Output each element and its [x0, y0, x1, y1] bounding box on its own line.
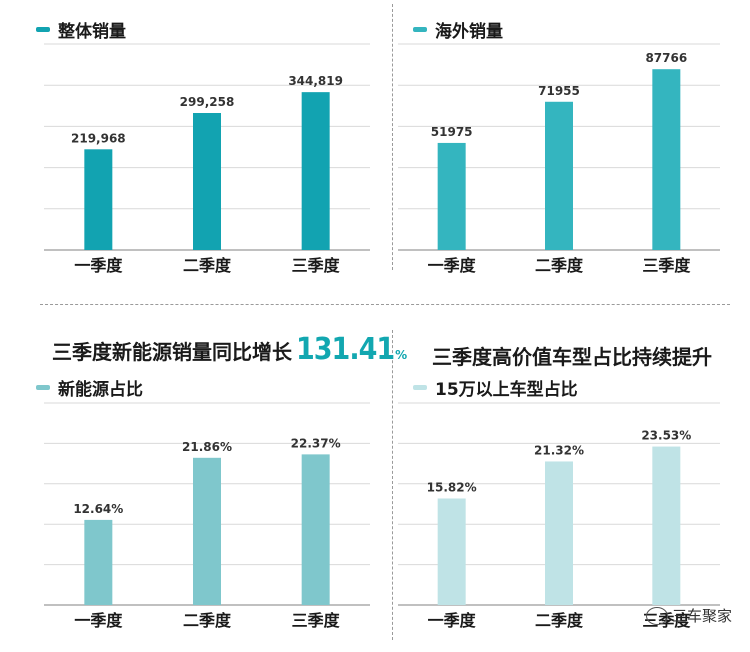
data-label: 22.37%	[291, 436, 341, 450]
bar	[652, 446, 681, 605]
nev-growth-headline-text: 三季度新能源销量同比增长	[52, 340, 292, 364]
bar	[437, 498, 466, 605]
data-label: 219,968	[71, 131, 126, 145]
premium-headline: 三季度高价值车型占比持续提升	[432, 345, 712, 369]
bar	[437, 142, 466, 250]
category-tick-label: 二季度	[183, 256, 232, 275]
bar	[193, 457, 221, 605]
data-label: 299,258	[180, 95, 235, 109]
legend-premium-share: 15万以上车型占比	[413, 375, 578, 400]
vertical-divider-top	[392, 4, 393, 270]
nev-growth-value: 131.41	[296, 332, 395, 367]
data-label: 23.53%	[641, 429, 691, 443]
legend-overseas-sales: 海外销量	[413, 17, 503, 42]
data-label: 12.64%	[73, 502, 123, 516]
data-label: 344,819	[288, 74, 343, 88]
legend-label: 15万以上车型占比	[435, 380, 578, 400]
data-label: 51975	[431, 125, 473, 139]
legend-swatch	[36, 27, 50, 32]
horizontal-divider	[40, 304, 730, 305]
category-tick-label: 一季度	[74, 256, 123, 275]
data-label: 71955	[538, 84, 580, 98]
category-tick-label: 三季度	[292, 256, 341, 275]
legend-label: 新能源占比	[58, 380, 143, 400]
bar	[545, 461, 573, 605]
category-tick-label: 一季度	[74, 611, 123, 630]
category-tick-label: 二季度	[535, 611, 584, 630]
bar	[84, 149, 113, 250]
category-tick-label: 二季度	[183, 611, 232, 630]
bar	[301, 454, 330, 605]
data-label: 87766	[645, 51, 687, 65]
wechat-icon	[645, 606, 668, 625]
data-label: 15.82%	[427, 480, 477, 494]
bar	[301, 92, 330, 250]
legend-swatch	[413, 385, 427, 390]
category-tick-label: 一季度	[428, 256, 477, 275]
nev-growth-unit: %	[395, 348, 408, 362]
legend-swatch	[36, 385, 50, 390]
category-tick-label: 二季度	[535, 256, 584, 275]
watermark-text: 三车聚家	[671, 607, 732, 625]
bar	[84, 519, 113, 605]
legend-label: 整体销量	[58, 22, 126, 42]
category-tick-label: 三季度	[292, 611, 341, 630]
bar	[545, 101, 573, 250]
category-tick-label: 三季度	[642, 256, 691, 275]
vertical-divider-bottom	[392, 330, 393, 640]
legend-overall-sales: 整体销量	[36, 17, 126, 42]
legend-swatch	[413, 27, 427, 32]
data-label: 21.86%	[182, 440, 232, 454]
legend-nev-share: 新能源占比	[36, 375, 143, 400]
bar	[193, 113, 221, 250]
category-tick-label: 一季度	[428, 611, 477, 630]
bar	[652, 69, 681, 250]
legend-label: 海外销量	[435, 22, 503, 42]
watermark: 三车聚家	[645, 605, 732, 626]
nev-growth-headline: 三季度新能源销量同比增长 131.41 %	[52, 332, 407, 367]
chart-overseas-sales: 51975 一季度 71955 二季度 87766 三季度	[398, 43, 720, 275]
data-label: 21.32%	[534, 443, 584, 457]
chart-overall-sales: 219,968 一季度 299,258 二季度 344,819 三季度	[44, 43, 370, 275]
